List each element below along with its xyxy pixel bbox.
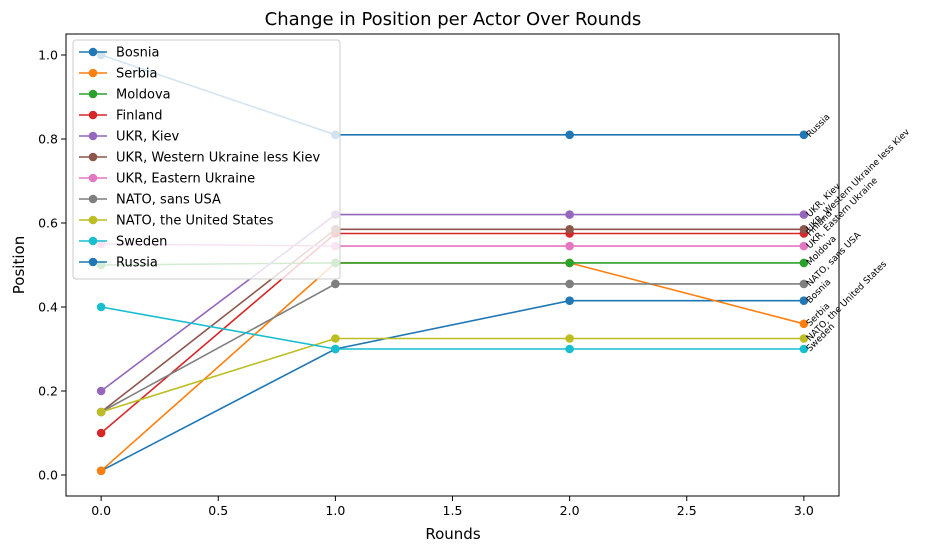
data-point (799, 210, 809, 219)
legend-item-ukr-eastern-ukraine: UKR, Eastern Ukraine (79, 172, 255, 187)
legend-swatch-marker (88, 68, 98, 78)
legend-label: NATO, sans USA (116, 193, 221, 208)
data-point (565, 258, 574, 268)
legend-item-russia: Russia (79, 256, 158, 271)
series-line (100, 213, 804, 392)
series-sweden (96, 302, 809, 354)
legend-swatch-marker (88, 215, 98, 225)
series-line (100, 337, 804, 413)
data-point (331, 344, 340, 354)
data-point (96, 386, 106, 396)
series-line (100, 232, 804, 434)
end-label-russia: Russia (805, 112, 833, 140)
legend: Bosnia Serbia Moldova Finland UKR, Kiev UKR, … (72, 39, 341, 280)
data-point (565, 279, 574, 289)
legend-swatch-marker (88, 173, 98, 183)
chart-title: Change in Position per Actor Over Rounds (265, 9, 642, 30)
data-point (799, 225, 809, 234)
legend-swatch-marker (88, 257, 98, 267)
x-tick-label: 2.5 (677, 503, 697, 518)
legend-item-ukr-western-ukraine-less-kiev: UKR, Western Ukraine less Kiev (79, 151, 321, 166)
series-bosnia (96, 296, 809, 476)
legend-swatch-marker (88, 110, 98, 120)
data-point (331, 334, 340, 343)
legend-swatch-marker (88, 194, 98, 204)
data-point (96, 302, 106, 312)
series-line (100, 299, 804, 472)
data-point (96, 466, 106, 476)
legend-label: NATO, the United States (116, 214, 274, 229)
legend-label: Russia (116, 256, 158, 271)
legend-swatch-marker (88, 47, 98, 57)
legend-box (72, 39, 341, 280)
data-point (565, 296, 574, 306)
legend-swatch-marker (88, 89, 98, 99)
x-tick-label: 2.0 (560, 503, 580, 518)
data-point (565, 225, 574, 234)
data-point (799, 258, 809, 268)
legend-item-bosnia: Bosnia (79, 46, 159, 61)
data-point (799, 296, 809, 306)
legend-swatch-marker (88, 152, 98, 162)
data-point (96, 407, 106, 417)
data-point (565, 334, 574, 343)
legend-label: Moldova (116, 88, 171, 103)
legend-label: Serbia (116, 67, 157, 82)
y-tick-label: 0.6 (38, 216, 58, 231)
legend-item-serbia: Serbia (79, 67, 157, 82)
legend-item-moldova: Moldova (79, 88, 171, 103)
x-tick-label: 1.5 (443, 503, 463, 518)
legend-label: Bosnia (116, 46, 159, 61)
data-point (565, 344, 574, 354)
x-tick-label: 0.0 (91, 503, 111, 518)
legend-swatch-marker (88, 236, 98, 246)
x-tick-label: 1.0 (325, 503, 345, 518)
x-tick-label: 0.5 (208, 503, 228, 518)
legend-label: UKR, Eastern Ukraine (116, 172, 255, 187)
y-tick-label: 0.8 (38, 132, 58, 147)
series-line (100, 262, 805, 472)
legend-label: Finland (116, 109, 162, 124)
x-tick-label: 3.0 (794, 503, 814, 518)
legend-item-nato-sans-usa: NATO, sans USA (79, 193, 221, 208)
series-serbia (96, 258, 809, 476)
series-line (100, 283, 804, 413)
series-line (100, 306, 804, 350)
legend-swatch-marker (88, 131, 98, 141)
legend-label: Sweden (116, 235, 167, 250)
legend-item-finland: Finland (79, 109, 162, 124)
data-point (799, 130, 809, 140)
x-axis-title: Rounds (425, 525, 480, 543)
series-line (100, 228, 804, 413)
y-tick-label: 1.0 (38, 48, 58, 63)
legend-item-sweden: Sweden (79, 235, 167, 250)
data-point (799, 319, 809, 329)
legend-item-nato-the-united-states: NATO, the United States (79, 214, 274, 229)
data-point (331, 279, 340, 289)
end-label-ukr-western-ukraine-less-kiev: UKR, Western Ukraine less Kiev (805, 127, 913, 235)
data-point (565, 210, 574, 219)
legend-label: UKR, Western Ukraine less Kiev (116, 151, 321, 166)
data-point (799, 334, 809, 343)
legend-item-ukr-kiev: UKR, Kiev (79, 130, 179, 145)
data-point (565, 241, 574, 251)
y-tick-label: 0.4 (38, 300, 58, 315)
data-point (565, 130, 574, 140)
legend-label: UKR, Kiev (116, 130, 179, 145)
y-axis: 0.0 0.2 0.4 0.6 0.8 1.0 (38, 48, 66, 483)
data-point (96, 428, 106, 438)
data-point (799, 344, 809, 354)
y-tick-label: 0.2 (38, 384, 58, 399)
series-nato-the-united-states (96, 334, 809, 417)
y-axis-title: Position (10, 236, 28, 294)
y-tick-label: 0.0 (38, 468, 58, 483)
data-point (799, 279, 809, 289)
x-axis: 0.0 0.5 1.0 1.5 2.0 2.5 3.0 (91, 496, 814, 518)
data-point (799, 241, 809, 251)
